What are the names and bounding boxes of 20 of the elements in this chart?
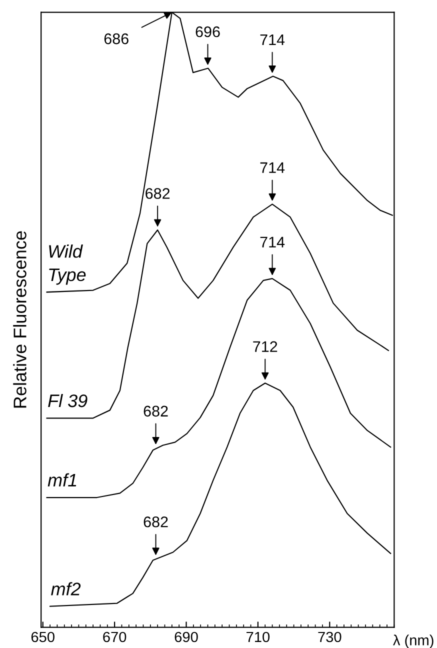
series-label: mf2 bbox=[51, 582, 81, 596]
x-tick-label: 650 bbox=[31, 632, 54, 642]
annotation: 714 bbox=[260, 162, 285, 173]
annotation: 682 bbox=[146, 188, 170, 199]
annotation: 714 bbox=[260, 236, 285, 248]
series-label: Fl 39 bbox=[48, 394, 88, 408]
annotation: 682 bbox=[144, 406, 168, 417]
annotation: 714 bbox=[260, 34, 285, 46]
annotation: 686 bbox=[104, 33, 128, 44]
annotation: 696 bbox=[196, 26, 220, 38]
series-label: Wild Type bbox=[49, 244, 86, 285]
series-label: mf1 bbox=[48, 473, 76, 486]
x-tick-label: 710 bbox=[246, 632, 270, 642]
x-axis-title: λ (nm) bbox=[393, 634, 434, 648]
annotation: 682 bbox=[144, 516, 168, 528]
x-tick-label: 670 bbox=[103, 632, 126, 642]
y-axis-title: Relative Fluorescence bbox=[13, 231, 26, 408]
annotation: 712 bbox=[253, 341, 278, 352]
x-tick-label: 690 bbox=[174, 632, 198, 642]
x-tick-label: 730 bbox=[318, 632, 342, 642]
